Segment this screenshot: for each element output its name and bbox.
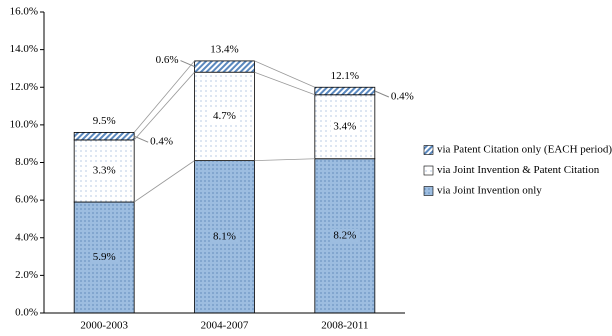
legend-label: via Joint Invention only <box>437 185 542 197</box>
bar-segment <box>314 86 376 96</box>
legend-swatch <box>423 186 434 196</box>
total-label: 12.1% <box>331 70 359 82</box>
label-bg <box>330 228 359 243</box>
y-tick-label: 14.0% <box>10 43 38 55</box>
legend-label: via Joint Invention & Patent Citation <box>437 164 600 176</box>
y-tick-label: 2.0% <box>15 269 38 281</box>
value-label: 0.6% <box>156 54 179 66</box>
total-label: 9.5% <box>93 115 116 127</box>
legend-swatch <box>423 165 434 176</box>
series-line <box>133 71 195 141</box>
value-label: 3.4% <box>333 120 356 132</box>
value-label: 5.9% <box>93 251 116 263</box>
label-bg <box>90 163 119 178</box>
bar-segment <box>194 60 255 73</box>
label-bg <box>330 119 359 134</box>
series-line <box>254 60 315 88</box>
x-tick-label: 2008-2011 <box>321 320 368 332</box>
y-tick-label: 6.0% <box>15 194 38 206</box>
value-label: 3.3% <box>93 164 116 176</box>
y-tick-label: 8.0% <box>15 156 38 168</box>
label-bg <box>90 250 119 265</box>
value-label: 8.1% <box>213 230 236 242</box>
y-tick-label: 16.0% <box>10 6 38 18</box>
y-tick-label: 4.0% <box>15 231 38 243</box>
legend-label: via Patent Citation only (EACH period) <box>437 144 612 156</box>
bar-segment <box>73 201 135 314</box>
label-bg <box>210 229 239 244</box>
label-bg <box>210 109 239 124</box>
leader-line <box>374 90 390 98</box>
series-line <box>133 160 195 203</box>
x-tick-label: 2000-2003 <box>80 320 128 332</box>
value-label: 4.7% <box>213 110 236 122</box>
series-line <box>133 60 195 133</box>
bar-segment <box>73 131 135 141</box>
legend-swatch <box>423 145 434 155</box>
leader-line <box>180 60 195 68</box>
x-tick-label: 2004-2007 <box>201 320 249 332</box>
value-label: 0.4% <box>150 136 173 148</box>
value-label: 0.4% <box>391 91 414 103</box>
value-label: 8.2% <box>333 229 356 241</box>
y-tick-label: 12.0% <box>10 81 38 93</box>
y-tick-label: 0.0% <box>15 307 38 319</box>
y-tick-label: 10.0% <box>10 118 38 130</box>
total-label: 13.4% <box>210 43 238 55</box>
series-line <box>254 158 315 162</box>
series-line <box>254 71 315 96</box>
